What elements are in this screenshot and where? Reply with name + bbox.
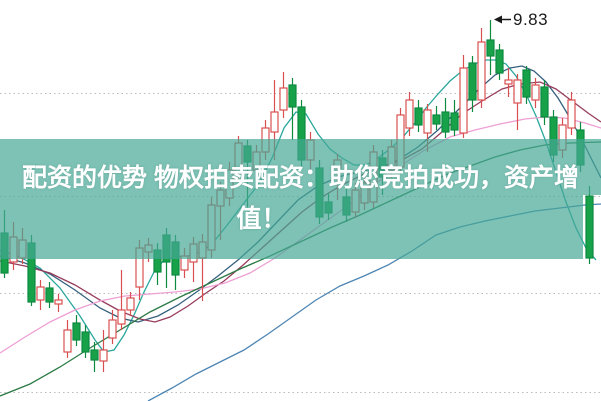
kline-chart	[583, 195, 601, 259]
banner-gap-patch	[583, 195, 601, 259]
promo-banner-line1: 配资的优势 物权拍卖配资：助您竞拍成功，资产增	[22, 164, 579, 192]
promo-banner	[0, 139, 601, 259]
promo-banner-line2: 值！	[236, 205, 287, 233]
price-annotation: 9.83	[513, 10, 549, 29]
